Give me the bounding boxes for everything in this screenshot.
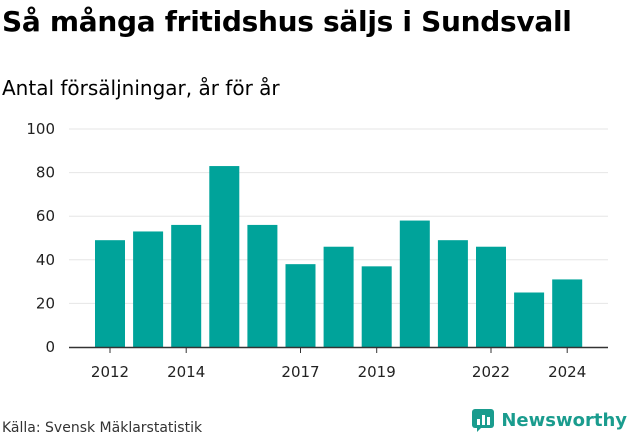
y-tick-label: 40 xyxy=(36,251,55,269)
bar-2020 xyxy=(399,220,430,347)
bar-2019 xyxy=(361,266,392,347)
bar-2023 xyxy=(514,292,545,347)
brand-name: Newsworthy xyxy=(501,409,627,431)
source-note: Källa: Svensk Mäklarstatistik xyxy=(2,420,203,436)
y-tick-label: 60 xyxy=(36,207,55,225)
y-tick-label: 80 xyxy=(36,164,55,182)
bar-2017 xyxy=(285,264,316,347)
bar-2021 xyxy=(437,240,468,347)
y-tick-label: 100 xyxy=(26,120,55,138)
bar-2018 xyxy=(323,246,354,347)
newsworthy-logo-icon xyxy=(472,409,495,432)
x-axis-ticks: 2012 2014 2017 2019 2022 2024 xyxy=(91,347,586,381)
x-tick-label: 2012 xyxy=(91,363,129,381)
bar-2012 xyxy=(95,240,125,347)
y-tick-label: 0 xyxy=(45,338,55,356)
bar-2016 xyxy=(247,224,278,347)
bars xyxy=(95,166,583,347)
bar-2022 xyxy=(476,246,506,347)
bar-2024 xyxy=(552,279,583,347)
x-tick-label: 2022 xyxy=(472,363,510,381)
bar-2014 xyxy=(171,224,202,347)
x-tick-label: 2017 xyxy=(281,363,319,381)
x-tick-label: 2024 xyxy=(548,363,586,381)
chart-title: Så många fritidshus säljs i Sundsvall xyxy=(2,5,572,38)
bar-2013 xyxy=(133,231,164,347)
x-tick-label: 2014 xyxy=(167,363,205,381)
y-axis-ticks: 0 20 40 60 80 100 xyxy=(26,120,55,356)
brand-logo[interactable]: Newsworthy xyxy=(471,408,627,432)
x-tick-label: 2019 xyxy=(358,363,396,381)
bar-2015 xyxy=(209,166,240,347)
chart-subtitle: Antal försäljningar, år för år xyxy=(2,76,280,100)
y-tick-label: 20 xyxy=(36,294,55,312)
